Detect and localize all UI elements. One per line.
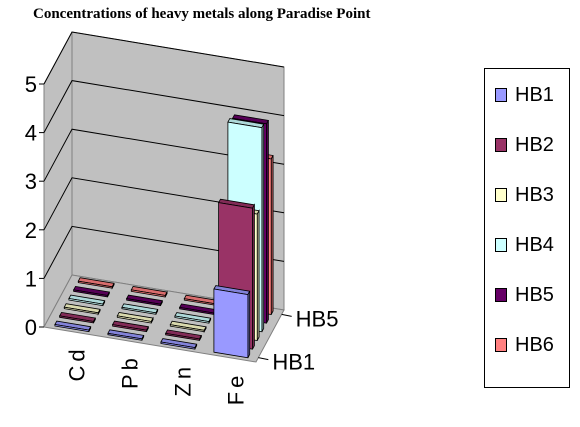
bar-HB2-Zn [164, 329, 203, 341]
depth-tick-label: HB5 [296, 306, 339, 331]
y-tick-label: 4 [25, 121, 37, 146]
legend-label: HB2 [515, 133, 554, 156]
legend-item: HB2 [495, 133, 554, 157]
depth-tick-label: HB1 [272, 350, 315, 375]
chart-title: Concentrations of heavy metals along Par… [33, 6, 371, 22]
chart-area: 0 1 2 3 4 5 Cd Pb Zn Fe HB1 HB5 [25, 31, 339, 405]
legend-swatch [495, 238, 507, 252]
legend-item: HB1 [495, 83, 554, 107]
legend-item: HB3 [495, 183, 554, 207]
bar-HB4-Cd [68, 294, 106, 307]
bar-HB2-Pb [111, 320, 150, 333]
legend-swatch [495, 138, 507, 152]
legend-swatch [495, 188, 507, 202]
legend-label: HB4 [515, 233, 554, 256]
bar-HB3-Cd [63, 303, 101, 316]
y-axis-ticks: 0 1 2 3 4 5 [25, 72, 44, 340]
chart-legend: HB1 HB2 HB3 HB4 HB5 HB6 [484, 68, 570, 388]
bar-HB1-Fe [213, 285, 251, 359]
chart-gridlines [43, 31, 285, 279]
legend-swatch [495, 288, 507, 302]
legend-item: HB6 [495, 333, 554, 357]
legend-label: HB5 [515, 283, 554, 306]
x-tick-label: Pb [118, 354, 143, 389]
gridline [43, 80, 285, 133]
legend-label: HB1 [515, 83, 554, 106]
legend-item: HB5 [495, 283, 554, 307]
gridline [43, 177, 285, 231]
depth-tick [258, 357, 269, 361]
y-tick-label: 5 [25, 72, 37, 97]
y-tick-label: 1 [25, 266, 37, 291]
legend-item: HB4 [495, 233, 554, 257]
bar-HB3-Pb [116, 312, 154, 324]
x-tick-label: Zn [171, 363, 196, 397]
bar-HB1-Pb [107, 329, 145, 341]
bar-HB6-Pb [130, 286, 168, 298]
gridline [43, 225, 285, 279]
chart-bars [54, 114, 274, 359]
x-tick-label: Cd [65, 345, 90, 381]
legend-swatch [495, 88, 507, 102]
legend-label: HB6 [515, 333, 554, 356]
depth-axis-ticks: HB1 HB5 [258, 306, 339, 375]
x-tick-label: Fe [224, 372, 249, 406]
y-tick-label: 0 [25, 315, 37, 340]
gridline [43, 128, 285, 182]
bar-HB5-Cd [72, 285, 111, 298]
bar-HB2-Cd [58, 311, 97, 324]
bar-HB5-Pb [125, 294, 164, 307]
bar-HB4-Zn [174, 312, 212, 324]
legend-label: HB3 [515, 183, 554, 206]
bar-HB4-Pb [121, 303, 159, 315]
legend-swatch [495, 338, 507, 352]
bar-HB1-Cd [54, 320, 92, 333]
bar-HB3-Zn [169, 320, 207, 334]
x-axis-ticks: Cd Pb Zn Fe [65, 345, 249, 405]
y-tick-label: 3 [25, 169, 37, 194]
bar-HB6-Cd [77, 277, 115, 290]
depth-tick [281, 313, 292, 317]
y-tick-label: 2 [25, 218, 37, 243]
bar-HB1-Zn [160, 338, 198, 350]
gridline [43, 31, 285, 85]
